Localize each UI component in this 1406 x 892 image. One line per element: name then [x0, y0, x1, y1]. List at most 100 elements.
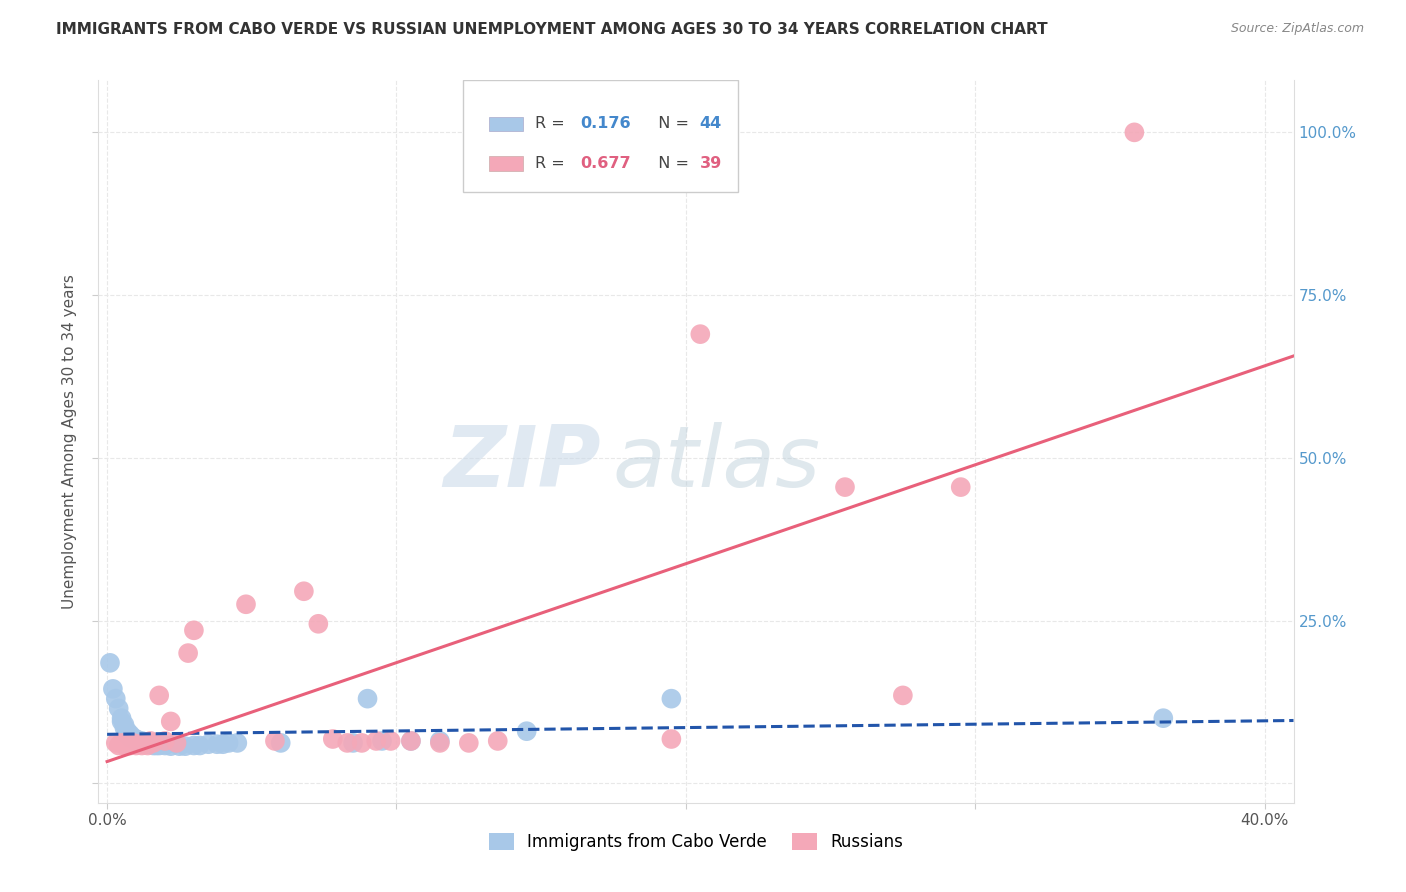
- Point: [122, 731, 145, 745]
- Point: [120, 731, 142, 745]
- Text: 0.677: 0.677: [581, 156, 631, 171]
- Text: 0.176: 0.176: [581, 116, 631, 131]
- Point: [114, 721, 136, 735]
- Point: [336, 736, 359, 750]
- Point: [139, 734, 162, 748]
- Point: [117, 737, 139, 751]
- Point: [188, 739, 211, 753]
- Point: [117, 724, 139, 739]
- Point: [661, 731, 683, 746]
- Point: [1152, 711, 1174, 725]
- Point: [153, 739, 176, 753]
- Point: [104, 691, 127, 706]
- Point: [110, 714, 132, 729]
- Text: R =: R =: [534, 116, 569, 131]
- Point: [159, 739, 181, 754]
- Point: [114, 739, 136, 753]
- Point: [197, 737, 219, 751]
- Point: [131, 734, 153, 748]
- Point: [183, 739, 205, 753]
- Point: [139, 737, 162, 751]
- Point: [891, 689, 914, 703]
- Point: [661, 691, 683, 706]
- Text: N =: N =: [648, 116, 695, 131]
- Point: [205, 737, 228, 751]
- Point: [1123, 125, 1146, 139]
- Point: [366, 734, 388, 748]
- Point: [142, 739, 165, 753]
- Point: [689, 327, 711, 342]
- Point: [166, 736, 188, 750]
- FancyBboxPatch shape: [463, 80, 738, 193]
- Point: [169, 739, 191, 754]
- Point: [142, 736, 165, 750]
- Point: [350, 736, 373, 750]
- Point: [136, 739, 159, 753]
- Legend: Immigrants from Cabo Verde, Russians: Immigrants from Cabo Verde, Russians: [481, 825, 911, 860]
- Point: [117, 727, 139, 741]
- Text: atlas: atlas: [613, 422, 820, 505]
- Text: 39: 39: [700, 156, 721, 171]
- Point: [218, 736, 240, 750]
- Point: [429, 734, 451, 748]
- Point: [516, 724, 538, 739]
- Text: Source: ZipAtlas.com: Source: ZipAtlas.com: [1230, 22, 1364, 36]
- Point: [125, 739, 148, 753]
- Point: [131, 736, 153, 750]
- Point: [486, 734, 509, 748]
- Point: [131, 739, 153, 753]
- Point: [110, 711, 132, 725]
- Point: [136, 737, 159, 751]
- Point: [107, 739, 129, 753]
- Point: [148, 689, 170, 703]
- Point: [153, 734, 176, 748]
- Point: [114, 717, 136, 731]
- Point: [128, 737, 150, 751]
- Point: [98, 656, 121, 670]
- Point: [429, 736, 451, 750]
- Y-axis label: Unemployment Among Ages 30 to 34 years: Unemployment Among Ages 30 to 34 years: [62, 274, 77, 609]
- Text: ZIP: ZIP: [443, 422, 600, 505]
- Point: [110, 736, 132, 750]
- Point: [101, 681, 124, 696]
- FancyBboxPatch shape: [489, 156, 523, 170]
- Point: [122, 736, 145, 750]
- Point: [107, 701, 129, 715]
- Point: [120, 727, 142, 741]
- Point: [134, 736, 156, 750]
- Point: [104, 736, 127, 750]
- Point: [342, 736, 364, 750]
- Point: [148, 739, 170, 753]
- Text: R =: R =: [534, 156, 569, 171]
- Point: [307, 616, 329, 631]
- Point: [292, 584, 315, 599]
- Text: N =: N =: [648, 156, 695, 171]
- Point: [128, 734, 150, 748]
- Point: [399, 734, 422, 748]
- Point: [356, 691, 378, 706]
- Point: [380, 734, 402, 748]
- Point: [270, 736, 292, 750]
- Point: [145, 739, 167, 753]
- Point: [125, 734, 148, 748]
- Point: [134, 736, 156, 750]
- Point: [264, 734, 287, 748]
- Point: [159, 714, 181, 729]
- Point: [120, 739, 142, 753]
- Point: [399, 734, 422, 748]
- Point: [235, 597, 257, 611]
- Point: [211, 737, 233, 751]
- Point: [125, 731, 148, 746]
- Point: [183, 624, 205, 638]
- Point: [226, 736, 249, 750]
- Text: 44: 44: [700, 116, 721, 131]
- Point: [457, 736, 479, 750]
- Point: [949, 480, 972, 494]
- Point: [371, 734, 394, 748]
- Text: IMMIGRANTS FROM CABO VERDE VS RUSSIAN UNEMPLOYMENT AMONG AGES 30 TO 34 YEARS COR: IMMIGRANTS FROM CABO VERDE VS RUSSIAN UN…: [56, 22, 1047, 37]
- Point: [834, 480, 856, 494]
- Point: [174, 739, 197, 754]
- Point: [177, 646, 200, 660]
- FancyBboxPatch shape: [489, 117, 523, 131]
- Point: [322, 731, 344, 746]
